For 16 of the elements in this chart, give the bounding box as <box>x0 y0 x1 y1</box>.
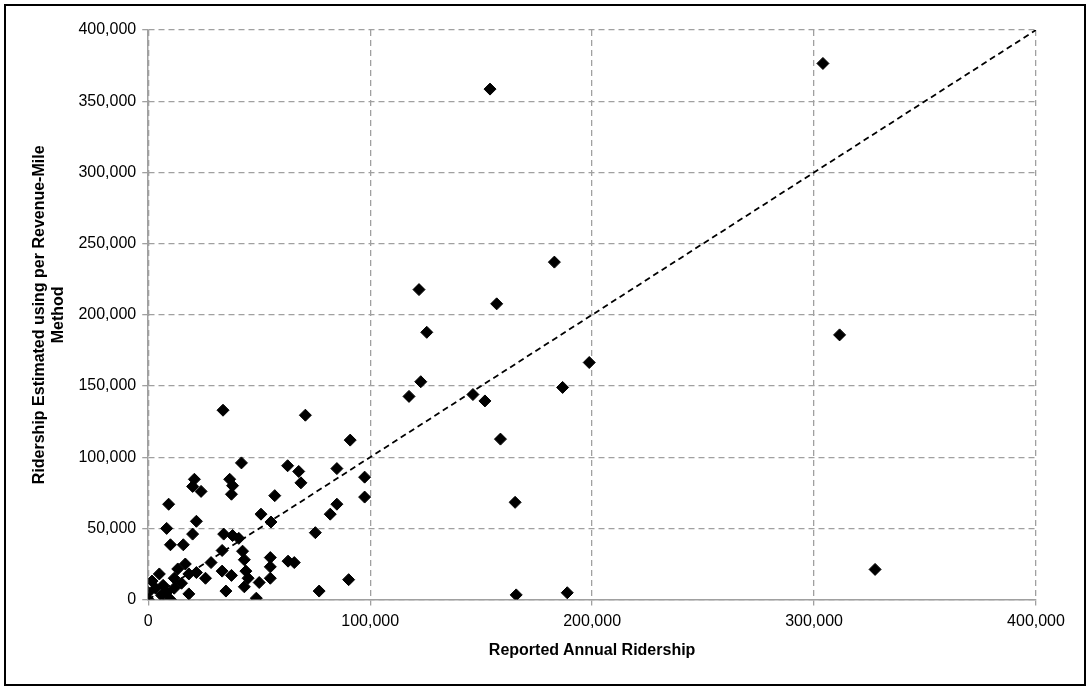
x-tick-label: 300,000 <box>785 611 844 629</box>
x-tick-label: 200,000 <box>563 611 622 629</box>
y-tick-label: 300,000 <box>78 162 137 180</box>
y-axis-title: Ridership Estimated using per Revenue-Mile Method <box>30 145 67 485</box>
y-tick-label: 0 <box>127 590 137 608</box>
y-tick-label: 200,000 <box>78 305 137 323</box>
y-tick-label: 100,000 <box>78 447 137 465</box>
x-tick-label: 100,000 <box>341 611 400 629</box>
y-tick-label: 350,000 <box>78 91 137 109</box>
x-tick-label: 400,000 <box>1007 611 1066 629</box>
x-tick-label: 0 <box>143 611 153 629</box>
y-tick-label: 400,000 <box>78 20 137 38</box>
y-tick-label: 250,000 <box>78 234 137 252</box>
y-tick-label: 50,000 <box>87 518 137 536</box>
x-axis-title: Reported Annual Ridership <box>488 640 696 658</box>
y-tick-label: 150,000 <box>78 376 137 394</box>
